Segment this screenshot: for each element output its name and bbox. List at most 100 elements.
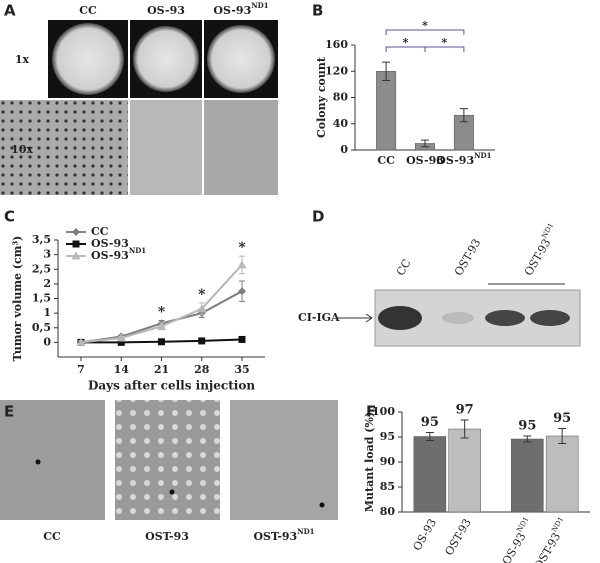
error-bar (523, 435, 532, 443)
y-axis-label: Tumor volume (cm³) (11, 236, 24, 362)
bar (511, 438, 544, 513)
y-tick-label: 120 (325, 64, 348, 77)
image-label: CC (43, 530, 61, 543)
panel-e-images (0, 400, 338, 520)
image-label-sup: ND1 (297, 527, 314, 536)
legend-label-base: OS-93 (91, 249, 129, 262)
category-label-base: CC (377, 154, 395, 167)
y-tick-label: 0,5 (32, 321, 51, 334)
image-label-base: CC (43, 530, 61, 543)
x-tick-label: 14 (114, 363, 130, 376)
category-label-base: OST-93 (443, 516, 474, 557)
marker (76, 337, 86, 346)
y-tick-label: 95 (380, 430, 395, 443)
y-tick-label: 3 (43, 248, 51, 261)
column-label: OS-93 (147, 4, 185, 17)
category-label: OS-93 (410, 517, 439, 554)
error-bar (558, 428, 567, 444)
y-tick-label: 80 (333, 91, 349, 104)
panel-a-images (0, 20, 278, 195)
lane-label-base: OST-93 (452, 237, 483, 278)
category-label: OST-93 (443, 516, 474, 557)
annotation: * (238, 240, 246, 256)
panel-letter: E (4, 403, 14, 421)
marker (198, 337, 206, 345)
y-tick-label: 100 (372, 405, 395, 418)
y-tick-label: 2 (43, 277, 51, 290)
category-label-base: OS-93 (410, 517, 439, 554)
category-label-base: OS-93 (406, 154, 444, 167)
image-label: OST-93 (145, 530, 189, 543)
x-tick-label: 35 (234, 363, 249, 376)
category-label: OS-93ND1 (436, 151, 491, 167)
bar (413, 436, 447, 513)
panel-letter: A (4, 2, 16, 20)
annotation: * (158, 304, 166, 320)
value-label: 97 (456, 403, 474, 418)
legend-label-base: OS-93 (91, 237, 129, 250)
x-tick-label: 7 (77, 363, 85, 376)
column-label: CC (79, 4, 97, 17)
lane-label-sup: ND1 (540, 222, 555, 240)
annotation: * (198, 287, 206, 303)
error-bar (421, 139, 429, 148)
column-label-base: OS-93 (213, 4, 251, 17)
marker (237, 260, 247, 269)
y-tick-label: 0 (340, 143, 348, 156)
image-label: OST-93ND1 (253, 527, 314, 543)
column-label: OS-93ND1 (213, 1, 268, 17)
y-tick-label: 0 (43, 335, 51, 348)
marker (71, 251, 81, 260)
panel-letter: F (366, 403, 376, 421)
error-bar (382, 61, 391, 81)
category-label: OS-93ND1 (498, 516, 536, 563)
lane-label-base: CC (394, 257, 414, 278)
significance-label: * (403, 36, 409, 49)
y-tick-label: 90 (380, 455, 396, 468)
category-label-base: OS-93 (436, 154, 474, 167)
y-tick-label: 160 (325, 38, 348, 51)
marker (238, 287, 246, 296)
panel-letter: D (312, 208, 324, 226)
error-bar (460, 419, 469, 439)
marker (72, 240, 80, 248)
y-tick-label: 40 (333, 117, 349, 130)
panel-letter: C (4, 208, 15, 226)
legend-label: OS-93ND1 (91, 246, 146, 262)
lane-label: CC (394, 257, 414, 278)
marker (116, 333, 126, 342)
value-label: 95 (421, 415, 439, 430)
row-label: 1x (15, 53, 30, 66)
lane-label: OST-93 (452, 237, 483, 278)
bar (448, 428, 481, 513)
y-tick-label: 80 (380, 505, 396, 518)
x-axis-label: Days after cells injection (88, 379, 255, 393)
significance-label: * (442, 36, 448, 49)
category-label-sup: ND1 (550, 516, 565, 534)
marker (238, 335, 246, 343)
marker (157, 321, 166, 330)
column-label-sup: ND1 (251, 1, 268, 10)
marker (158, 338, 165, 346)
category-label-base: OST-93 (532, 531, 563, 563)
y-axis-label: Colony count (315, 56, 328, 138)
category-label: OST-93ND1 (530, 516, 571, 563)
panel-letter: B (312, 2, 323, 20)
category-label-sup: ND1 (474, 151, 491, 160)
value-label: 95 (553, 411, 571, 426)
y-tick-label: 1,5 (32, 292, 51, 305)
lane-label: OST-93ND1 (520, 222, 561, 278)
y-tick-label: 85 (380, 480, 395, 493)
significance-bracket (424, 46, 465, 52)
y-tick-label: 2,5 (32, 262, 51, 275)
legend-label: CC (91, 225, 109, 238)
error-bar (425, 432, 434, 441)
value-label: 95 (518, 419, 536, 434)
lane-label-base: OST-93 (522, 237, 553, 278)
y-tick-label: 3,5 (32, 233, 51, 246)
marker (72, 228, 80, 236)
y-axis-label: Mutant load (%) (363, 412, 376, 512)
category-label-base: OS-93 (500, 531, 529, 563)
significance-bracket (385, 29, 465, 35)
legend-label: OS-93 (91, 237, 129, 250)
